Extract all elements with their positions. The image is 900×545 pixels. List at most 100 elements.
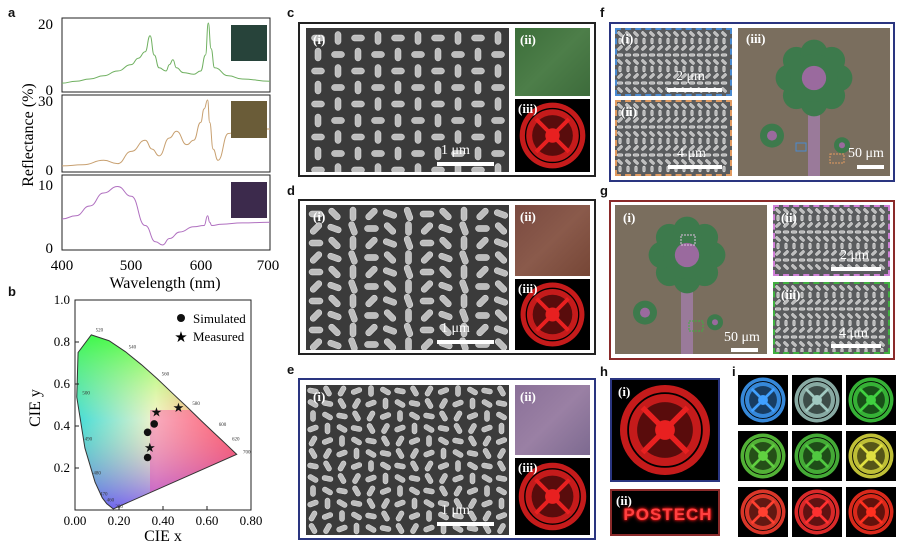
scale-text-d: 1 μm [441, 321, 470, 336]
hologram-frame-h-ii [610, 489, 720, 536]
panel-label-d: d [287, 183, 295, 198]
panel-g-frame [609, 200, 895, 360]
sub-label-g-i: (i) [623, 210, 636, 225]
multicolor-seal-cell [846, 487, 896, 537]
y-axis-label: Reflectance (%) [20, 83, 37, 186]
panel-e-frame [298, 378, 596, 540]
panel-label-e: e [287, 362, 295, 377]
multicolor-seal-cell [792, 375, 842, 425]
x-tick-700: 700 [257, 258, 280, 274]
sub-label-f-ii: (ii) [621, 104, 637, 119]
y-tick-label: 0.2 [54, 460, 70, 475]
reflectance-chart: 20 0 30 0 10 0 400 500 600 700 Wavelengt… [20, 17, 280, 292]
y-tick-mid-min: 0 [46, 163, 54, 179]
y-tick-top-min: 0 [46, 83, 54, 99]
y-tick-mid-max: 30 [38, 94, 53, 110]
legend-simulated-marker [177, 314, 185, 322]
hologram-frame-h-i [610, 378, 720, 482]
sem-image-c [306, 28, 509, 172]
frame-top [61, 17, 271, 93]
scale-text-f-ii: 4 μm [677, 146, 706, 161]
scale-bar-g-ii [831, 267, 881, 271]
sem-image-d [306, 205, 509, 350]
legend-measured-label: Measured [193, 329, 245, 344]
y-tick-top-max: 20 [38, 17, 53, 33]
sem-inset-f-i [615, 28, 732, 96]
spectral-locus [76, 334, 238, 510]
color-image-d-ii [515, 205, 590, 276]
flower-image-f-iii [738, 28, 890, 176]
y-tick-label: 0.4 [54, 418, 71, 433]
measured-point: ★ [173, 400, 185, 415]
multicolor-seal-cell [846, 431, 896, 481]
panel-d-frame [298, 199, 596, 355]
multicolor-seal-cell [738, 375, 788, 425]
simulated-point [143, 453, 152, 462]
scale-bar-f-i [667, 88, 722, 92]
sub-label-e-ii: (ii) [520, 389, 536, 404]
sub-label-e-i: (i) [313, 389, 326, 404]
x-tick-label: 0.80 [240, 513, 263, 528]
locus-wavelength-label: 500 [82, 392, 90, 397]
x-tick-500: 500 [120, 258, 143, 274]
flower-image-g-i [615, 205, 767, 354]
scale-text-g-i: 50 μm [724, 330, 760, 345]
sub-label-c-i: (i) [313, 32, 326, 47]
measured-point: ★ [151, 404, 163, 419]
cie-chart: 0.00 0.20 0.40 0.60 0.80 0.2 0.4 0.6 0.8 1.0 520 5… [27, 292, 263, 545]
color-swatch-purple [231, 182, 267, 218]
series-green-line [61, 22, 271, 84]
x-tick-400: 400 [51, 258, 74, 274]
y-tick-label: 0.8 [54, 334, 70, 349]
sub-label-f-i: (i) [621, 31, 634, 46]
scale-bar-d [437, 340, 494, 344]
simulated-point [150, 420, 158, 428]
scale-text-g-ii: 2 μm [840, 248, 869, 263]
sub-label-d-iii: (iii) [518, 281, 538, 296]
multicolor-seal-cell [846, 375, 896, 425]
scale-text-c: 1 μm [441, 143, 470, 158]
scale-text-e: 1 μm [441, 503, 470, 518]
sub-label-h-i: (i) [618, 384, 631, 399]
locus-wavelength-label: 380 [115, 505, 123, 510]
y-tick-bot-min: 0 [46, 241, 54, 257]
panel-c-frame [298, 22, 596, 177]
legend-measured-marker: ★ [174, 330, 187, 346]
scale-bar-c [437, 162, 494, 166]
x-tick-label: 0.60 [196, 513, 219, 528]
multicolor-seal-cell [792, 487, 842, 537]
sub-label-g-ii: (ii) [781, 210, 797, 225]
x-tick-label: 0.40 [152, 513, 175, 528]
sub-label-c-iii: (iii) [518, 101, 538, 116]
panel-label-a: a [8, 5, 16, 20]
scale-bar-f-ii [668, 165, 722, 169]
seal-image-d-iii [515, 279, 590, 350]
seal-image-c-iii [515, 99, 590, 172]
sem-inset-g-ii [773, 205, 890, 276]
y-tick-bot-max: 10 [38, 178, 53, 194]
locus-wavelength-label: 460 [107, 499, 115, 504]
x-tick-600: 600 [190, 258, 213, 274]
panel-label-g: g [600, 183, 608, 198]
color-image-c-ii [515, 28, 590, 96]
locus-wavelength-label: 620 [232, 438, 240, 443]
scale-bar-e [437, 522, 494, 526]
series-tan-line [61, 99, 270, 167]
postech-text: POSTECH [623, 505, 713, 524]
multicolor-seal-cell [792, 431, 842, 481]
seal-image-e-iii [515, 458, 590, 535]
locus-wavelength-label: 480 [93, 471, 101, 476]
scale-text-g-iii: 4 μm [839, 326, 868, 341]
sub-label-f-iii: (iii) [746, 31, 766, 46]
sub-label-g-iii: (iii) [781, 287, 801, 302]
locus-wavelength-label: 490 [85, 438, 93, 443]
scale-text-f-i: 2 μm [676, 69, 705, 84]
y-tick-label: 0.6 [54, 376, 71, 391]
sem-image-e [306, 385, 509, 535]
sem-inset-g-iii [773, 282, 890, 355]
scale-bar-g-iii [831, 344, 881, 348]
y-tick-label: 1.0 [54, 292, 70, 307]
locus-wavelength-label: 580 [192, 402, 200, 407]
x-tick-label: 0.00 [64, 513, 87, 528]
panel-label-f: f [600, 5, 605, 20]
